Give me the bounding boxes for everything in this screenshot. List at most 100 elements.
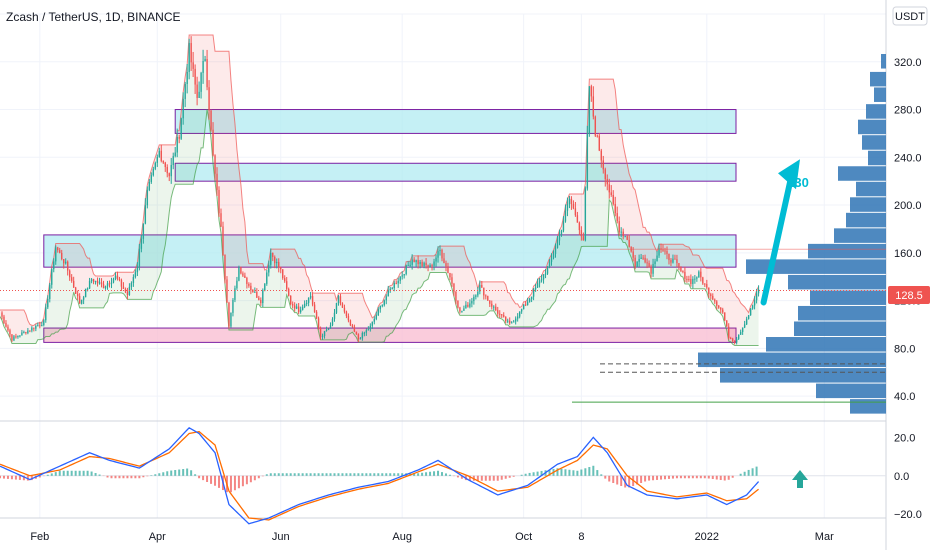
macd-histogram-bar xyxy=(536,471,539,476)
macd-histogram-bar xyxy=(644,475,647,482)
candle-body xyxy=(96,280,99,284)
candle-body xyxy=(546,266,549,274)
macd-histogram-bar xyxy=(202,475,205,481)
up-arrow-icon xyxy=(792,470,808,488)
candle-body xyxy=(495,306,497,311)
candle-body xyxy=(148,181,151,190)
candle-body xyxy=(357,334,360,340)
candle-body xyxy=(363,332,366,334)
candle-body xyxy=(722,309,724,313)
candle-body xyxy=(435,257,437,262)
volume-profile-bar xyxy=(862,135,886,150)
macd-histogram-bar xyxy=(158,473,161,476)
candle-body xyxy=(274,256,276,264)
macd-histogram-bar xyxy=(660,475,663,480)
candle-body xyxy=(542,274,545,280)
candle-body xyxy=(309,296,312,298)
macd-histogram-bar xyxy=(94,473,97,476)
macd-histogram-bar xyxy=(671,475,674,479)
currency-badge-bg[interactable] xyxy=(892,6,928,26)
macd-histogram-bar xyxy=(679,475,682,479)
candle-body xyxy=(714,299,716,302)
macd-histogram-bar xyxy=(548,469,551,476)
macd-histogram-bar xyxy=(588,467,591,476)
candle-body xyxy=(520,309,523,312)
candle-body xyxy=(604,169,606,180)
candle-body xyxy=(718,305,720,308)
macd-histogram-bar xyxy=(365,473,368,476)
candle-body xyxy=(11,334,13,341)
candle-body xyxy=(286,281,288,289)
candle-body xyxy=(70,277,73,281)
candle-body xyxy=(656,255,658,262)
candle-body xyxy=(228,302,230,327)
candle-body xyxy=(516,316,519,319)
macd-histogram-bar xyxy=(122,475,125,479)
macd-histogram-bar xyxy=(50,473,53,476)
volume-profile-bar xyxy=(746,259,886,274)
candle-body xyxy=(463,308,465,311)
candle-body xyxy=(720,307,722,310)
candle-body xyxy=(258,297,260,300)
candle-body xyxy=(379,305,381,310)
macd-histogram-bar xyxy=(727,475,730,480)
candle-body xyxy=(485,295,487,297)
candle-body xyxy=(676,259,678,264)
macd-histogram-bar xyxy=(460,475,463,479)
macd-histogram-bar xyxy=(265,474,268,476)
candle-body xyxy=(150,175,153,182)
macd-histogram-bar xyxy=(667,475,670,479)
macd-histogram-bar xyxy=(138,475,141,479)
candle-body xyxy=(741,327,744,332)
candle-body xyxy=(361,333,364,339)
macd-histogram-bar xyxy=(385,473,388,476)
candle-body xyxy=(206,58,208,88)
macd-histogram-bar xyxy=(186,468,189,476)
macd-histogram-bar xyxy=(86,470,89,476)
macd-histogram-bar xyxy=(82,470,85,476)
candle-body xyxy=(39,325,41,327)
candle-body xyxy=(475,295,477,297)
candle-body xyxy=(473,296,475,302)
macd-histogram-bar xyxy=(397,473,400,476)
candle-body xyxy=(411,259,413,265)
macd-histogram-bar xyxy=(373,473,376,476)
candle-body xyxy=(47,298,49,308)
currency-badge[interactable]: USDT xyxy=(895,11,925,23)
candle-body xyxy=(682,270,684,272)
candle-body xyxy=(757,289,760,294)
macd-histogram-bar xyxy=(413,473,416,476)
macd-histogram-bar xyxy=(616,475,619,485)
candle-body xyxy=(208,87,210,111)
macd-histogram-bar xyxy=(648,475,651,481)
macd-histogram-bar xyxy=(114,475,117,479)
candle-body xyxy=(33,327,35,329)
candle-body xyxy=(666,250,668,254)
candle-body xyxy=(650,267,652,274)
candle-body xyxy=(232,299,234,313)
candle-body xyxy=(236,280,238,289)
candle-body xyxy=(78,296,81,304)
macd-histogram-bar xyxy=(731,475,734,478)
candle-body xyxy=(7,326,9,331)
candle-body xyxy=(584,188,587,241)
x-tick-label: Oct xyxy=(515,531,532,543)
candle-body xyxy=(512,321,515,323)
candle-body xyxy=(522,304,525,310)
candle-body xyxy=(345,311,348,317)
candle-body xyxy=(19,335,21,337)
macd-histogram-bar xyxy=(751,468,754,476)
candle-body xyxy=(606,179,608,185)
candle-body xyxy=(421,262,423,266)
candle-body xyxy=(578,222,581,231)
macd-histogram-bar xyxy=(46,474,49,476)
candle-body xyxy=(276,261,278,264)
candle-body xyxy=(409,264,411,266)
volume-profile-bar xyxy=(850,399,886,414)
macd-histogram-bar xyxy=(134,475,137,479)
candle-body xyxy=(323,331,326,336)
candle-body xyxy=(445,263,447,267)
candle-body xyxy=(566,204,569,211)
macd-histogram-bar xyxy=(580,469,583,476)
